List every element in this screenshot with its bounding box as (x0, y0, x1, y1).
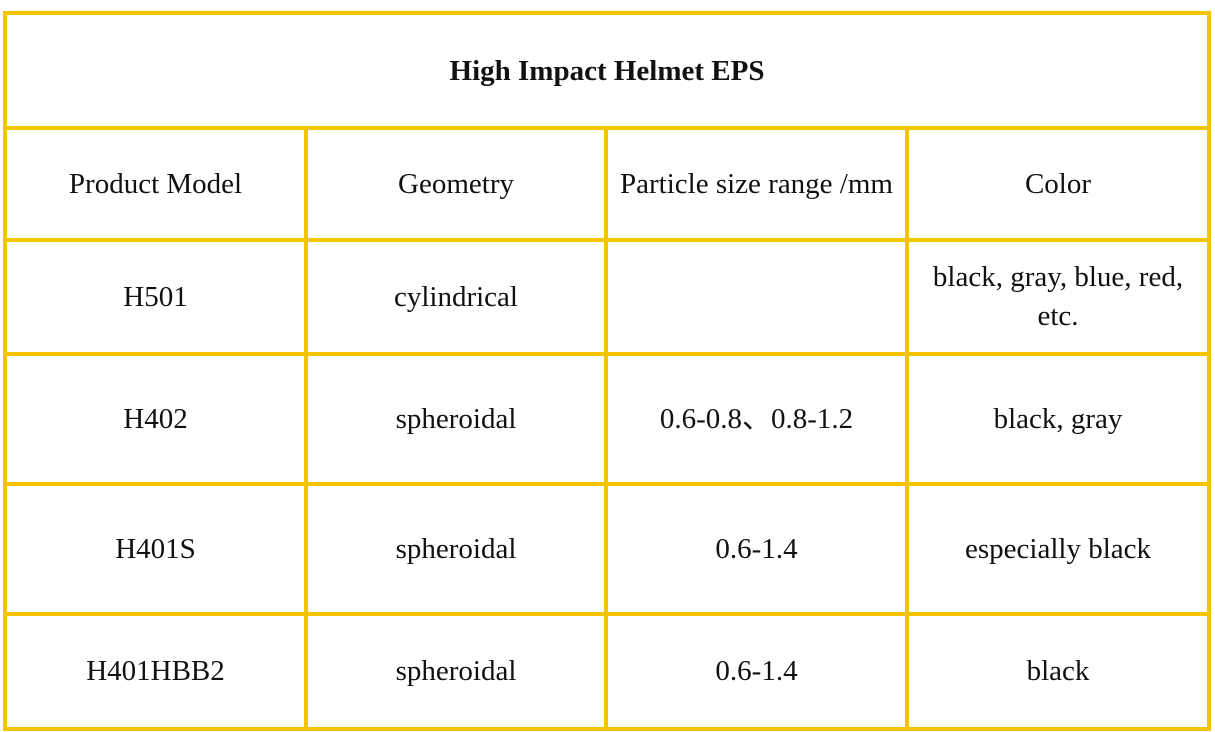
header-product-model: Product Model (3, 126, 308, 242)
cell-geometry: spheroidal (304, 352, 608, 486)
header-geometry: Geometry (304, 126, 608, 242)
cell-model: H501 (3, 238, 308, 356)
cell-particle-size: 0.6-1.4 (604, 612, 909, 731)
cell-model: H401S (3, 482, 308, 616)
cell-color: black, gray (904, 352, 1212, 486)
table-row: H401HBB2 spheroidal 0.6-1.4 black (3, 612, 1212, 731)
cell-geometry: spheroidal (304, 612, 608, 731)
cell-particle-size: 0.6-1.4 (604, 482, 909, 616)
cell-color: black (904, 612, 1212, 731)
cell-model: H402 (3, 352, 308, 486)
header-particle-size: Particle size range /mm (604, 126, 909, 242)
cell-color: especially black (904, 482, 1212, 616)
cell-geometry: cylindrical (304, 238, 608, 356)
cell-particle-size (604, 238, 909, 356)
cell-particle-size: 0.6-0.8、0.8-1.2 (604, 352, 909, 486)
header-row: Product Model Geometry Particle size ran… (3, 126, 1212, 242)
product-spec-table: High Impact Helmet EPS Product Model Geo… (2, 11, 1212, 731)
title-row: High Impact Helmet EPS (2, 11, 1212, 130)
table-row: H401S spheroidal 0.6-1.4 especially blac… (3, 482, 1212, 616)
cell-color: black, gray, blue, red, etc. (904, 238, 1212, 356)
cell-geometry: spheroidal (304, 482, 608, 616)
cell-model: H401HBB2 (3, 612, 308, 731)
table-row: H402 spheroidal 0.6-0.8、0.8-1.2 black, g… (3, 352, 1212, 486)
header-color: Color (904, 126, 1212, 242)
table-row: H501 cylindrical black, gray, blue, red,… (3, 238, 1212, 356)
table-title: High Impact Helmet EPS (2, 11, 1212, 130)
